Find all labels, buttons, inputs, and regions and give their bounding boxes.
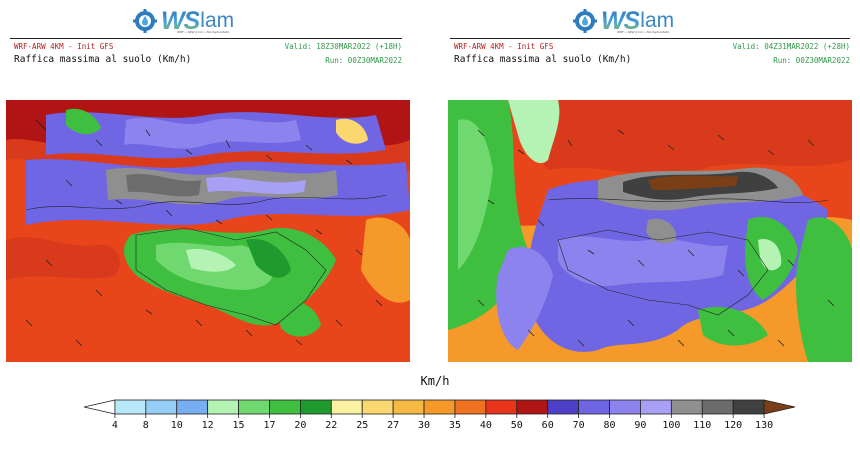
colorbar-tick-label: 80 <box>603 420 615 431</box>
model-label: WRF-ARW 4KM - Init GFS <box>454 42 554 51</box>
colorbar-tick-label: 27 <box>387 420 399 431</box>
logo-tagline: WRF • ARW 4 km • Nonhydrostatic <box>177 30 230 34</box>
colorbar-tick-label: 20 <box>294 420 306 431</box>
colorbar-tick-label: 10 <box>171 420 183 431</box>
logo-ws-text: WS <box>161 6 200 35</box>
colorbar-tick-label: 40 <box>480 420 492 431</box>
logo-lam-text: lam <box>200 9 235 32</box>
run-label: Run: 00Z30MAR2022 <box>325 56 402 65</box>
colorbar: 4 8 10 12 15 17 20 22 25 27 30 35 40 50 60 70 80 90 100 110… <box>83 399 796 431</box>
colorbar-segment <box>176 399 209 415</box>
colorbar-segment <box>207 399 239 415</box>
logo-ws-text: WS <box>601 6 640 35</box>
colorbar-segment <box>701 399 734 415</box>
gear-icon <box>573 9 597 33</box>
colorbar-tick-label: 70 <box>573 420 585 431</box>
left-panel: WS lam WRF • ARW 4 km • Nonhydrostatic W… <box>0 0 410 365</box>
variable-label: Raffica massima al suolo (Km/h) <box>454 54 632 65</box>
colorbar-tick-label: 12 <box>202 420 214 431</box>
colorbar-tick-label: 8 <box>143 420 149 431</box>
colorbar-segment <box>640 399 672 415</box>
logo-tagline: WRF • ARW 4 km • Nonhydrostatic <box>617 30 670 34</box>
colorbar-tick-label: 17 <box>263 420 275 431</box>
colorbar-segment <box>516 399 549 415</box>
colorbar-segment <box>114 399 147 415</box>
valid-label: Valid: 04Z31MAR2022 (+28H) <box>732 42 850 51</box>
run-label: Run: 00Z30MAR2022 <box>773 56 850 65</box>
colorbar-segment <box>732 399 765 415</box>
colorbar-segment <box>454 399 487 415</box>
header-rule <box>450 38 850 39</box>
valid-label: Valid: 18Z30MAR2022 (+18H) <box>284 42 402 51</box>
colorbar-segment <box>609 399 641 415</box>
colorbar-tick-label: 50 <box>511 420 523 431</box>
variable-label: Raffica massima al suolo (Km/h) <box>14 54 192 65</box>
colorbar-segment <box>578 399 610 415</box>
colorbar-segment <box>547 399 580 415</box>
colorbar-segment <box>145 399 178 415</box>
colorbar-tick-label: 60 <box>542 420 554 431</box>
colorbar-tick-label: 110 <box>693 420 711 431</box>
colorbar-segment <box>238 399 270 415</box>
colorbar-tick-label: 22 <box>325 420 337 431</box>
colorbar-segment <box>361 399 394 415</box>
colorbar-segment <box>392 399 425 415</box>
colorbar-tick-label: 130 <box>755 420 773 431</box>
colorbar-tick-label: 35 <box>449 420 461 431</box>
header-rule <box>10 38 402 39</box>
colorbar-segment <box>423 399 456 415</box>
right-panel: WS lam WRF • ARW 4 km • Nonhydrostatic W… <box>440 0 852 365</box>
colorbar-arrow-high <box>763 399 796 415</box>
wslam-logo: WS lam WRF • ARW 4 km • Nonhydrostatic <box>133 6 234 36</box>
colorbar-tick-label: 120 <box>724 420 742 431</box>
colorbar-segment <box>330 399 363 415</box>
colorbar-tick-label: 25 <box>356 420 368 431</box>
colorbar-segment <box>485 399 518 415</box>
colorbar-segment <box>299 399 332 415</box>
colorbar-tick-label: 90 <box>634 420 646 431</box>
gear-icon <box>133 9 157 33</box>
wind-gust-map <box>448 100 852 362</box>
colorbar-segment <box>670 399 703 415</box>
model-label: WRF-ARW 4KM - Init GFS <box>14 42 114 51</box>
colorbar-tick-label: 4 <box>112 420 118 431</box>
colorbar-tick-label: 30 <box>418 420 430 431</box>
colorbar-arrow-low <box>83 399 116 415</box>
wslam-logo: WS lam WRF • ARW 4 km • Nonhydrostatic <box>573 6 674 36</box>
logo-lam-text: lam <box>640 9 675 32</box>
colorbar-segment <box>269 399 301 415</box>
colorbar-tick-label: 15 <box>233 420 245 431</box>
wind-gust-map <box>6 100 410 362</box>
colorbar-tick-label: 100 <box>662 420 680 431</box>
colorbar-unit: Km/h <box>420 374 450 388</box>
